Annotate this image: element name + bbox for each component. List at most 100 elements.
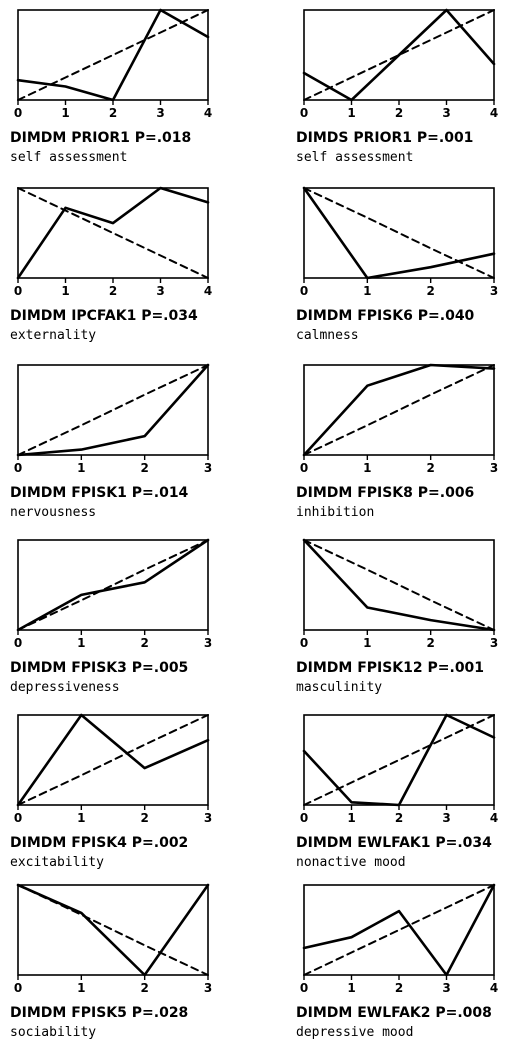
chart-title-10: DIMDM EWLFAK1 P=.034: [296, 835, 492, 851]
x-tick-label: 2: [140, 981, 148, 995]
x-tick-label: 3: [204, 461, 212, 475]
x-tick-label: 0: [300, 461, 308, 475]
plot-frame: [303, 364, 495, 456]
chart-title-11: DIMDM FPISK5 P=.028: [10, 1005, 189, 1021]
x-tick-label: 0: [14, 461, 22, 475]
data-line-solid: [302, 186, 496, 280]
plot-frame: [17, 714, 209, 806]
x-tick-label: 2: [426, 284, 434, 298]
line-chart-10: 0 1 2 3 4: [300, 713, 498, 825]
chart-subtitle-1: self assessment: [10, 150, 128, 165]
reference-line-dashed: [17, 539, 209, 631]
chart-panel-4: 0 1 2 3 DIMDM FPISK6 P=.040 calmness: [296, 186, 531, 353]
chart-panel-3: 0 1 2 3 4 DIMDM IPCFAK1 P=.034 externality: [10, 186, 250, 353]
data-line-solid: [16, 186, 210, 280]
x-tick-label: 1: [77, 811, 85, 825]
x-tick-label: 1: [363, 636, 371, 650]
plot-frame: [17, 364, 209, 456]
x-tick-label: 0: [14, 284, 22, 298]
chart-title-5: DIMDM FPISK1 P=.014: [10, 485, 189, 501]
reference-line-dashed: [17, 364, 209, 456]
chart-subtitle-5: nervousness: [10, 505, 97, 520]
chart-subtitle-2: self assessment: [296, 150, 414, 165]
chart-subtitle-11: sociability: [10, 1025, 97, 1040]
reference-line-dashed: [303, 714, 495, 806]
chart-subtitle-7: depressiveness: [10, 680, 120, 695]
chart-subtitle-10: nonactive mood: [296, 855, 406, 870]
chart-title-9: DIMDM FPISK4 P=.002: [10, 835, 189, 851]
x-tick-label: 0: [300, 981, 308, 995]
data-line-solid: [302, 883, 496, 977]
chart-subtitle-3: externality: [10, 328, 97, 343]
data-line-solid: [302, 8, 496, 102]
line-chart-8: 0 1 2 3: [300, 538, 498, 650]
x-tick-label: 3: [156, 284, 164, 298]
x-tick-label: 3: [490, 636, 498, 650]
x-tick-label: 2: [140, 636, 148, 650]
chart-subtitle-8: masculinity: [296, 680, 383, 695]
reference-line-dashed: [17, 884, 209, 976]
x-tick-label: 3: [442, 811, 450, 825]
x-tick-label: 0: [14, 636, 22, 650]
chart-title-12: DIMDM EWLFAK2 P=.008: [296, 1005, 492, 1021]
line-chart-4: 0 1 2 3: [300, 186, 498, 298]
x-tick-label: 0: [300, 636, 308, 650]
reference-line-dashed: [303, 9, 495, 101]
reference-line-dashed: [303, 364, 495, 456]
x-tick-label: 2: [395, 811, 403, 825]
data-line-solid: [302, 363, 496, 457]
data-line-solid: [16, 363, 210, 457]
x-tick-label: 1: [347, 106, 355, 120]
line-chart-12: 0 1 2 3 4: [300, 883, 498, 995]
plot-frame: [303, 187, 495, 279]
line-chart-5: 0 1 2 3: [14, 363, 212, 475]
x-tick-label: 3: [204, 811, 212, 825]
x-tick-label: 3: [490, 284, 498, 298]
x-tick-label: 3: [156, 106, 164, 120]
chart-title-1: DIMDM PRIOR1 P=.018: [10, 130, 192, 146]
x-tick-label: 2: [395, 981, 403, 995]
line-chart-1: 0 1 2 3 4: [14, 8, 212, 120]
line-chart-3: 0 1 2 3 4: [14, 186, 212, 298]
reference-line-dashed: [17, 187, 209, 279]
x-tick-label: 1: [363, 461, 371, 475]
x-tick-label: 2: [426, 461, 434, 475]
x-tick-label: 0: [14, 106, 22, 120]
x-tick-label: 1: [77, 461, 85, 475]
reference-line-dashed: [17, 9, 209, 101]
x-tick-label: 4: [490, 811, 498, 825]
x-tick-label: 3: [490, 461, 498, 475]
x-tick-label: 4: [490, 981, 498, 995]
x-tick-label: 2: [395, 106, 403, 120]
x-tick-label: 4: [204, 284, 212, 298]
reference-line-dashed: [303, 187, 495, 279]
line-chart-9: 0 1 2 3: [14, 713, 212, 825]
chart-panel-12: 0 1 2 3 4 DIMDM EWLFAK2 P=.008 depressive mo…: [296, 883, 531, 1050]
x-tick-label: 1: [363, 284, 371, 298]
chart-panel-6: 0 1 2 3 DIMDM FPISK8 P=.006 inhibition: [296, 363, 531, 530]
chart-title-3: DIMDM IPCFAK1 P=.034: [10, 308, 198, 324]
x-tick-label: 1: [77, 981, 85, 995]
x-tick-label: 4: [490, 106, 498, 120]
x-tick-label: 2: [109, 284, 117, 298]
chart-panel-7: 0 1 2 3 DIMDM FPISK3 P=.005 depressiveness: [10, 538, 250, 705]
chart-subtitle-6: inhibition: [296, 505, 375, 520]
chart-panel-1: 0 1 2 3 4 DIMDM PRIOR1 P=.018 self assessmen…: [10, 8, 250, 175]
line-chart-2: 0 1 2 3 4: [300, 8, 498, 120]
plot-frame: [303, 539, 495, 631]
chart-subtitle-12: depressive mood: [296, 1025, 414, 1040]
x-tick-label: 0: [300, 284, 308, 298]
line-chart-6: 0 1 2 3: [300, 363, 498, 475]
chart-subtitle-9: excitability: [10, 855, 104, 870]
chart-panel-5: 0 1 2 3 DIMDM FPISK1 P=.014 nervousness: [10, 363, 250, 530]
data-line-solid: [16, 538, 210, 632]
chart-title-4: DIMDM FPISK6 P=.040: [296, 308, 475, 324]
x-tick-label: 0: [300, 811, 308, 825]
chart-panel-11: 0 1 2 3 DIMDM FPISK5 P=.028 sociability: [10, 883, 250, 1050]
x-tick-label: 0: [300, 106, 308, 120]
line-chart-7: 0 1 2 3: [14, 538, 212, 650]
chart-panel-2: 0 1 2 3 4 DIMDS PRIOR1 P=.001 self assessmen…: [296, 8, 531, 175]
x-tick-label: 2: [426, 636, 434, 650]
x-tick-label: 2: [140, 461, 148, 475]
x-tick-label: 1: [347, 981, 355, 995]
